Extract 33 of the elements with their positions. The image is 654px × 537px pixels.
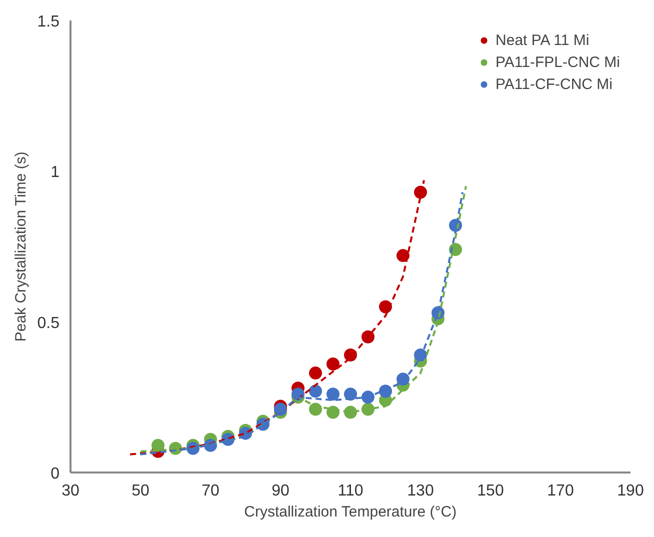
x-axis-title: Crystallization Temperature (°C) [244, 504, 457, 520]
line-series [129, 179, 425, 456]
point [362, 330, 374, 344]
legend-label: PA11-CF-CNC Mi [496, 76, 612, 92]
point [379, 300, 392, 314]
point [414, 348, 427, 362]
point [379, 384, 392, 398]
x-tick-label: 190 [617, 482, 644, 500]
x-tick-label: 170 [547, 482, 574, 500]
point [326, 358, 340, 371]
point [344, 388, 357, 401]
x-tick-label: 110 [338, 482, 364, 500]
y-tick-label: 0.5 [37, 314, 60, 332]
point [362, 390, 374, 404]
x-tick-label: 90 [272, 482, 290, 500]
point [309, 384, 322, 398]
y-tick-label: 1 [50, 164, 60, 182]
y-tick-label: 1.5 [37, 14, 60, 30]
point [309, 402, 322, 416]
x-tick-label: 50 [132, 482, 150, 500]
x-tick-label: 150 [477, 482, 504, 500]
point [309, 366, 322, 380]
point [396, 372, 410, 386]
y-axis-title: Peak Crystallization Time (s) [12, 152, 30, 342]
x-tick-label: 130 [407, 482, 434, 500]
legend-label: Neat PA 11 Mi [496, 32, 590, 48]
point [326, 388, 340, 401]
y-tick-label: 0 [50, 466, 60, 482]
legend-label: PA11-FPL-CNC Mi [496, 54, 620, 70]
point [396, 249, 410, 262]
point [152, 438, 164, 452]
x-tick-label: 30 [62, 482, 80, 500]
x-tick-label: 70 [202, 482, 220, 500]
